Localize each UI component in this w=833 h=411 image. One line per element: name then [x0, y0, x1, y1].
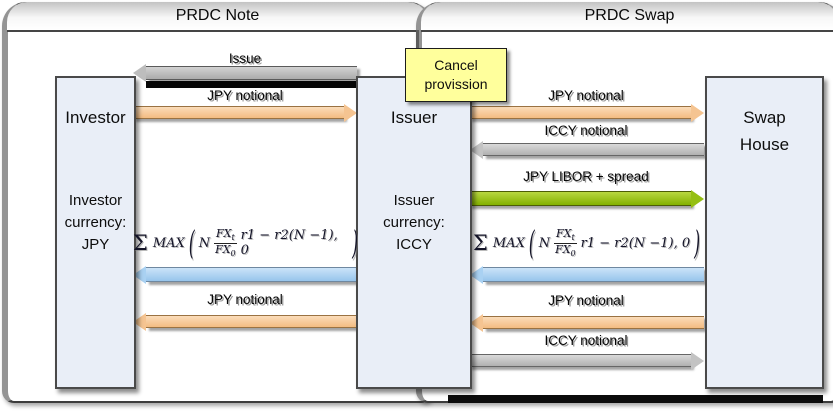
cancel-provision-note: Cancel provission	[405, 48, 507, 102]
iccy-notional-arrow-top	[483, 143, 704, 156]
formula-open-paren: (	[528, 223, 535, 263]
formula-frac-num-sub: t	[571, 233, 575, 243]
formula-fx-fraction: FXt FX0	[213, 228, 238, 258]
prdc-swap-frame-title: PRDC Swap	[421, 2, 833, 32]
swap-frame-bottom-bar	[448, 395, 823, 403]
iccy-notional-label-bottom: ICCY notional	[544, 333, 628, 348]
formula-frac-den: FX	[555, 242, 571, 256]
jpy-notional-label-right-top: JPY notional	[548, 88, 624, 103]
jpy-notional-arrow-left-top	[133, 106, 344, 119]
formula-open-paren: (	[188, 223, 195, 263]
iccy-notional-label-top: ICCY notional	[544, 123, 628, 138]
formula-fx-fraction: FXt FX0	[553, 228, 578, 258]
coupon-arrow-left	[146, 267, 357, 282]
formula-notional: N	[538, 235, 551, 251]
investor-box: Investor Investor currency: JPY	[55, 76, 136, 389]
issue-arrow-underline	[146, 81, 357, 88]
coupon-arrow-right	[483, 267, 704, 282]
formula-frac-num: FX	[556, 226, 572, 240]
formula-frac-num-sub: t	[231, 233, 235, 243]
issuer-name: Issuer	[390, 108, 438, 127]
jpy-libor-spread-label: JPY LIBOR + spread	[523, 169, 649, 184]
issuer-currency: Issuer currency: ICCY	[383, 192, 445, 253]
jpy-notional-arrow-left-bottom	[146, 315, 357, 328]
swap-house-name: Swap House	[739, 108, 790, 154]
investor-currency: Investor currency: JPY	[64, 192, 127, 253]
iccy-notional-arrow-bottom	[469, 354, 691, 367]
formula-notional: N	[198, 235, 211, 251]
investor-name: Investor	[65, 108, 126, 127]
issuer-box: Issuer Issuer currency: ICCY	[356, 76, 472, 389]
formula-sigma: Σ	[473, 231, 488, 255]
formula-frac-den-sub: 0	[230, 248, 236, 258]
prdc-note-frame-title: PRDC Note	[7, 2, 428, 32]
cancel-provision-text: Cancel provission	[424, 57, 488, 92]
jpy-notional-label-right-bottom: JPY notional	[548, 293, 624, 308]
jpy-notional-arrow-right-top	[469, 106, 691, 119]
prdc-coupon-formula-left: Σ MAX ( N FXt FX0 r1 − r2(N −1), 0 )	[133, 222, 359, 264]
formula-tail: r1 − r2(N −1), 0	[240, 228, 338, 258]
issue-arrow	[146, 66, 357, 80]
issue-label: Issue	[228, 51, 262, 66]
formula-frac-den: FX	[215, 242, 231, 256]
formula-max: MAX	[152, 235, 185, 251]
jpy-notional-label-left-top: JPY notional	[207, 88, 283, 103]
formula-frac-den-sub: 0	[570, 248, 576, 258]
note-connector-line	[416, 30, 419, 50]
formula-max: MAX	[492, 235, 525, 251]
jpy-libor-spread-arrow	[469, 191, 691, 206]
swap-house-box: Swap House	[705, 76, 824, 389]
formula-close-paren: )	[352, 223, 358, 263]
jpy-notional-arrow-right-bottom	[483, 316, 704, 329]
formula-close-paren: )	[694, 223, 700, 263]
formula-frac-num: FX	[216, 226, 232, 240]
prdc-coupon-formula-right: Σ MAX ( N FXt FX0 r1 − r2(N −1), 0 )	[470, 222, 704, 264]
formula-sigma: Σ	[133, 231, 148, 255]
jpy-notional-label-left-bottom: JPY notional	[207, 292, 283, 307]
formula-tail: r1 − r2(N −1), 0	[580, 235, 691, 251]
